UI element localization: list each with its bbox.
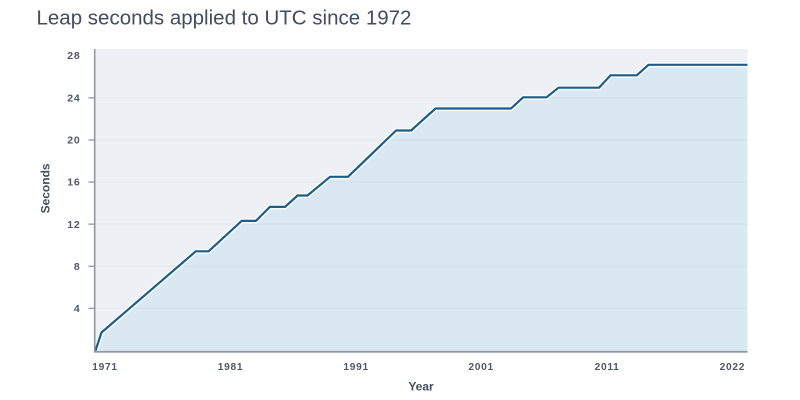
- svg-text:Leap seconds applied to UTC si: Leap seconds applied to UTC since 1972: [37, 6, 412, 29]
- svg-text:4: 4: [74, 303, 81, 315]
- svg-text:1991: 1991: [343, 362, 368, 373]
- svg-text:2001: 2001: [468, 362, 493, 373]
- svg-text:1971: 1971: [92, 362, 117, 373]
- svg-text:16: 16: [67, 177, 80, 189]
- svg-text:24: 24: [67, 93, 80, 105]
- svg-text:Seconds: Seconds: [38, 163, 52, 213]
- svg-text:8: 8: [74, 261, 81, 273]
- svg-text:20: 20: [67, 135, 80, 147]
- svg-text:1981: 1981: [218, 362, 243, 373]
- svg-text:2022: 2022: [720, 362, 745, 373]
- svg-text:28: 28: [67, 50, 80, 62]
- svg-text:2011: 2011: [595, 362, 620, 373]
- svg-text:Year: Year: [408, 379, 434, 393]
- svg-text:12: 12: [67, 219, 80, 231]
